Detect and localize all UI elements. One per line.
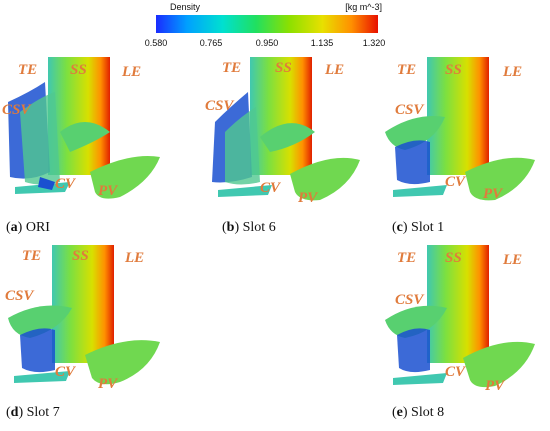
panel-b: TE SS LE CSV CV PV xyxy=(200,52,375,212)
panel-e-label-te: TE xyxy=(397,250,416,266)
panel-b-label-le: LE xyxy=(324,62,344,78)
caption-d: (d) Slot 7 xyxy=(6,405,60,421)
panel-c-label-cv: CV xyxy=(445,174,467,190)
caption-e-text: ) Slot 8 xyxy=(402,405,445,420)
panel-b-label-te: TE xyxy=(222,60,241,76)
caption-c: (c) Slot 1 xyxy=(392,220,444,236)
caption-d-open: ( xyxy=(6,405,11,420)
caption-a: (a) ORI xyxy=(6,220,50,236)
panel-e-label-csv: CSV xyxy=(395,292,425,308)
panel-e-label-le: LE xyxy=(502,252,522,268)
panel-d-label-cv: CV xyxy=(55,364,77,380)
caption-a-letter: a xyxy=(10,220,18,235)
panel-c: TE SS LE CSV CV PV xyxy=(375,52,550,212)
panel-c-label-csv: CSV xyxy=(395,102,425,118)
panel-d-label-ss: SS xyxy=(72,248,89,264)
colorbar-tick-3: 0.950 xyxy=(255,38,279,48)
panel-d-label-le: LE xyxy=(124,250,144,266)
panel-d: TE SS LE CSV CV PV xyxy=(0,240,175,400)
colorbar-tick-4: 1.135 xyxy=(310,38,334,48)
panel-b-label-csv: CSV xyxy=(205,98,235,114)
caption-e-open: ( xyxy=(392,405,397,420)
panel-b-label-cv: CV xyxy=(260,180,282,196)
caption-b: (b) Slot 6 xyxy=(222,220,276,236)
colorbar-tick-2: 0.765 xyxy=(199,38,223,48)
panel-a: TE SS LE CSV CV PV xyxy=(0,52,175,212)
caption-c-open: ( xyxy=(392,220,397,235)
panel-b-label-pv: PV xyxy=(298,190,319,206)
colorbar-unit: [kg m^-3] xyxy=(345,2,382,12)
panel-e-label-cv: CV xyxy=(445,364,467,380)
colorbar-tick-5: 1.320 xyxy=(362,38,386,48)
panel-a-label-le: LE xyxy=(121,64,141,80)
panel-e-label-ss: SS xyxy=(445,250,462,266)
caption-c-text: ) Slot 1 xyxy=(402,220,445,235)
panel-c-render: TE SS LE CSV CV PV xyxy=(385,57,535,202)
panel-d-render: TE SS LE CSV CV PV xyxy=(5,245,160,392)
caption-e: (e) Slot 8 xyxy=(392,405,444,421)
density-colorbar: Density [kg m^-3] 0.580 0.765 0.950 xyxy=(138,2,386,50)
panel-a-label-te: TE xyxy=(18,62,37,78)
panel-a-label-pv: PV xyxy=(98,183,119,199)
panel-e-render: TE SS LE CSV CV PV xyxy=(385,245,535,394)
panel-a-render: TE SS LE CSV CV PV xyxy=(2,57,160,199)
panel-a-label-csv: CSV xyxy=(2,102,32,118)
panel-d-label-te: TE xyxy=(22,248,41,264)
caption-b-open: ( xyxy=(222,220,227,235)
panel-b-label-ss: SS xyxy=(275,60,292,76)
colorbar-tick-1: 0.580 xyxy=(144,38,168,48)
colorbar-gradient xyxy=(156,15,378,33)
caption-a-open: ( xyxy=(6,220,11,235)
panel-d-label-pv: PV xyxy=(98,376,119,392)
panel-e: TE SS LE CSV CV PV xyxy=(375,240,550,400)
panel-a-label-ss: SS xyxy=(70,62,87,78)
colorbar-title: Density xyxy=(170,2,201,12)
caption-d-text: ) Slot 7 xyxy=(18,405,60,420)
caption-b-letter: b xyxy=(226,220,235,235)
panel-c-label-te: TE xyxy=(397,62,416,78)
caption-e-letter: e xyxy=(396,405,403,420)
panel-c-label-pv: PV xyxy=(483,186,504,202)
panel-c-label-ss: SS xyxy=(445,62,462,78)
panel-a-label-cv: CV xyxy=(55,176,77,192)
caption-d-letter: d xyxy=(10,405,19,420)
panel-b-render: TE SS LE CSV CV PV xyxy=(205,57,360,206)
caption-a-text: ) ORI xyxy=(17,220,50,235)
panel-c-label-le: LE xyxy=(502,64,522,80)
caption-c-letter: c xyxy=(396,220,403,235)
caption-b-text: ) Slot 6 xyxy=(234,220,276,235)
panel-e-label-pv: PV xyxy=(485,378,506,394)
panel-d-label-csv: CSV xyxy=(5,288,35,304)
